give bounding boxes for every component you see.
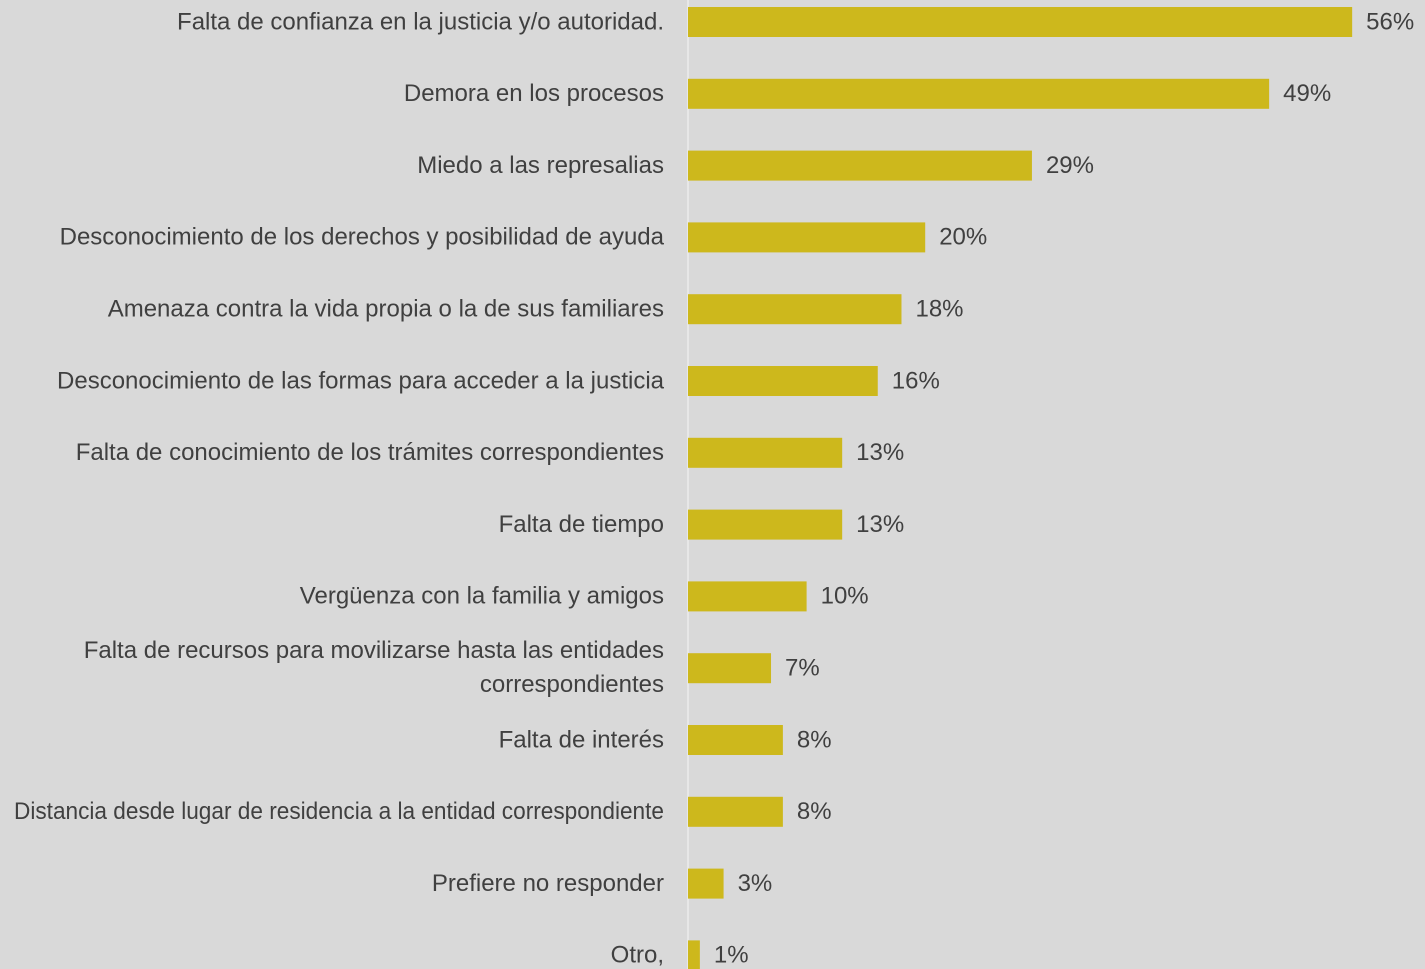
- category-label: Falta de tiempo: [499, 511, 664, 538]
- bar: [688, 509, 843, 540]
- category-label: Falta de recursos para movilizarse hasta…: [84, 638, 664, 699]
- bar: [688, 7, 1353, 37]
- bar: [688, 796, 783, 827]
- category-label: Desconocimiento de las formas para acced…: [57, 367, 665, 394]
- bar: [688, 366, 878, 396]
- value-label: 1%: [714, 942, 749, 969]
- category-label: Demora en los procesos: [404, 80, 664, 107]
- bar: [688, 940, 700, 969]
- value-label: 8%: [797, 798, 832, 825]
- bar: [688, 150, 1032, 181]
- value-label: 56%: [1366, 8, 1414, 35]
- bar: [688, 78, 1270, 109]
- category-label: Vergüenza con la familia y amigos: [300, 583, 664, 610]
- bar: [688, 725, 783, 755]
- value-label: 20%: [939, 224, 987, 251]
- bar: [688, 437, 843, 468]
- value-label: 16%: [892, 367, 940, 394]
- value-label: 18%: [915, 296, 963, 323]
- bar: [688, 653, 772, 684]
- bar: [688, 581, 807, 612]
- category-label: Falta de interés: [499, 726, 664, 753]
- category-label: Miedo a las represalias: [417, 152, 664, 179]
- value-label: 8%: [797, 726, 832, 753]
- category-label: Falta de confianza en la justicia y/o au…: [177, 8, 664, 35]
- category-label: Otro,: [611, 942, 664, 969]
- bar: [688, 868, 724, 899]
- category-label: Amenaza contra la vida propia o la de su…: [108, 296, 664, 323]
- value-label: 13%: [856, 511, 904, 538]
- value-label: 7%: [785, 655, 820, 682]
- value-label: 3%: [738, 870, 773, 897]
- value-label: 10%: [821, 583, 869, 610]
- value-label: 13%: [856, 439, 904, 466]
- bar: [688, 294, 902, 325]
- bar: [688, 222, 926, 253]
- category-label: Falta de conocimiento de los trámites co…: [76, 439, 664, 466]
- value-label: 29%: [1046, 152, 1094, 179]
- category-label: Distancia desde lugar de residencia a la…: [14, 798, 664, 825]
- value-label: 49%: [1283, 80, 1331, 107]
- category-label: Prefiere no responder: [432, 870, 664, 897]
- category-label: Desconocimiento de los derechos y posibi…: [60, 224, 665, 251]
